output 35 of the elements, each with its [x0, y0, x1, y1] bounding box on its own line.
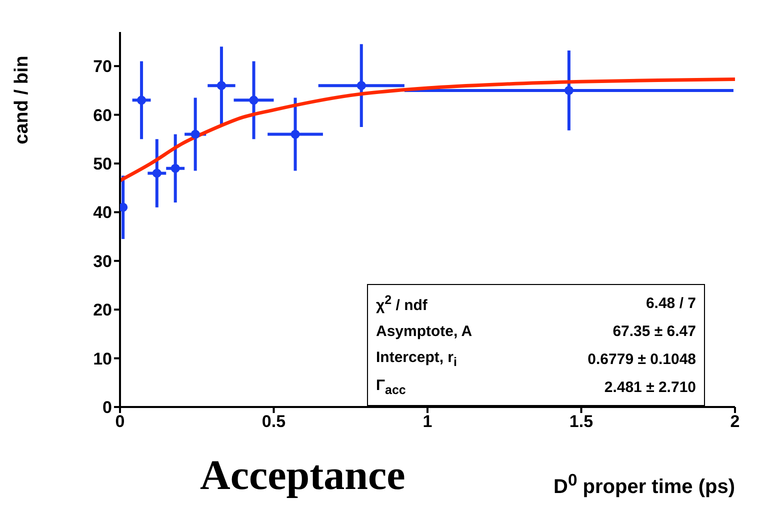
point — [564, 86, 574, 95]
point — [290, 130, 300, 139]
annotation: χ$^{2}$ / ndf — [376, 292, 428, 314]
x-tick-label: 1 — [422, 412, 432, 432]
y-tick-label: 60 — [93, 106, 112, 125]
y-axis-title: cand / bin — [11, 56, 32, 144]
x-tick-label: 2 — [730, 412, 740, 432]
x-tick-label: 0 — [115, 412, 125, 432]
annotation: Intercept, r$_{i}$ — [376, 349, 458, 369]
annotation: 67.35 ± 6.47 — [612, 322, 696, 340]
point — [216, 81, 226, 90]
annotation: 2.481 ± 2.710 — [604, 378, 696, 396]
y-tick-label: 20 — [93, 300, 112, 320]
point — [190, 130, 200, 139]
x-tick-label: 0.5 — [262, 412, 286, 432]
x-tick-label: 1.5 — [569, 412, 594, 432]
x-axis-title: D$^{0}$ proper time (ps) — [553, 470, 735, 498]
point — [152, 168, 162, 178]
text: Acceptance — [200, 453, 406, 499]
point — [249, 96, 258, 105]
y-tick-label: 10 — [93, 349, 112, 368]
y-tick-label: 30 — [93, 252, 112, 271]
point — [356, 81, 366, 90]
y-tick-label: 50 — [93, 154, 112, 174]
annotation: Asymptote, A — [376, 322, 472, 340]
point — [137, 96, 146, 105]
line-series — [120, 77, 735, 182]
y-tick-label: 40 — [93, 203, 112, 222]
point — [170, 164, 180, 173]
y-tick-label: 70 — [93, 57, 112, 76]
y-tick-label: 0 — [102, 398, 112, 418]
annotation: 0.6779 ± 0.1048 — [588, 350, 696, 368]
annotation: Γ$_{acc}$ — [376, 377, 406, 397]
point — [120, 202, 128, 212]
annotation: 6.48 / 7 — [646, 294, 696, 312]
